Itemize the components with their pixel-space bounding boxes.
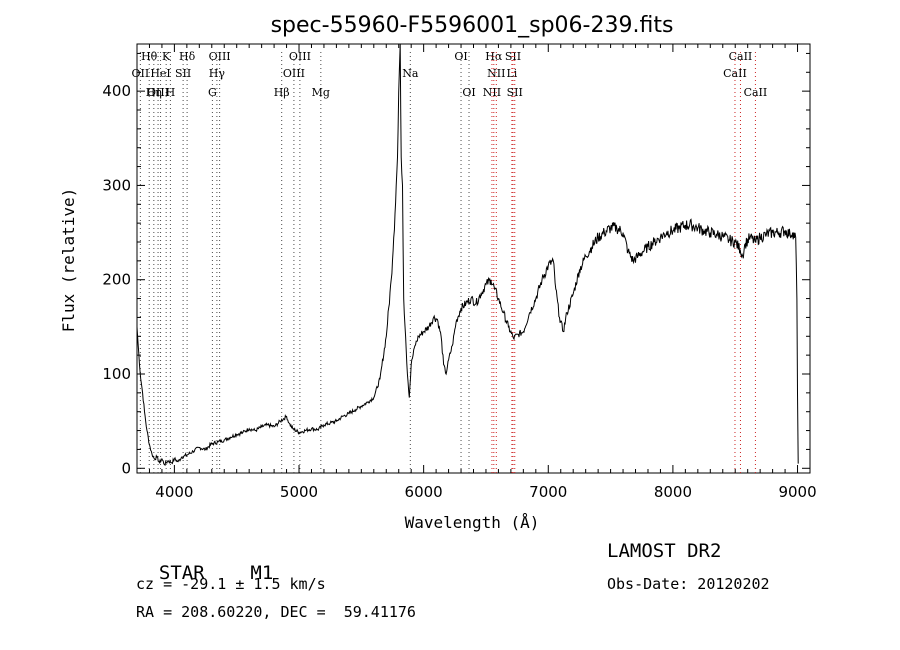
y-tick-label: 300 (102, 176, 131, 194)
redshift-label: cz = -29.1 ± 1.5 km/s (136, 575, 326, 593)
spectral-red-line-label: Li (506, 67, 517, 80)
spectral-red-line-label: CaII (723, 67, 747, 80)
y-tick-label: 200 (102, 271, 131, 289)
spectral-line-label: HeI (150, 67, 170, 80)
x-axis-label: Wavelength (Å) (405, 513, 540, 532)
x-tick-label: 7000 (529, 483, 567, 501)
spectral-red-line-label: SII (505, 50, 521, 63)
spectral-red-line-label: CaII (744, 86, 768, 99)
spectral-line-label: Na (402, 67, 419, 80)
spectral-line-label: Hδ (179, 50, 196, 63)
spectral-line-label: K (162, 50, 171, 63)
x-tick-label: 6000 (405, 483, 443, 501)
spectrum-series-line (137, 44, 799, 467)
chart-title: spec-55960-F5596001_sp06-239.fits (271, 13, 674, 38)
x-tick-label: 9000 (778, 483, 816, 501)
spectral-line-label: OI (462, 86, 475, 99)
y-tick-label: 100 (102, 365, 131, 383)
object-class: STAR M1 (136, 540, 273, 584)
x-tick-label: 5000 (280, 483, 318, 501)
spectral-line-label: Hβ (274, 86, 290, 99)
spectral-line-label: Mg (312, 86, 330, 99)
plot-frame (136, 43, 811, 474)
spectral-line-label: Hθ (141, 50, 158, 63)
spectral-line-label: OIII (283, 67, 305, 80)
spectral-line-label: OIII (147, 86, 169, 99)
obs-date-label: Obs-Date: 20120202 (607, 575, 770, 593)
y-axis-label: Flux (relative) (59, 188, 78, 333)
spectral-red-line-label: NII (483, 86, 501, 99)
spectral-line-label: H (166, 86, 176, 99)
spectral-line-label: OI (454, 50, 467, 63)
subclass-label: M1 (250, 562, 274, 584)
spectral-line-label: Hη (146, 86, 162, 99)
spectral-line-label: OII (132, 67, 150, 80)
x-tick-label: 8000 (654, 483, 692, 501)
y-tick-label: 400 (102, 82, 131, 100)
spectral-red-line-label: Hα (485, 50, 503, 63)
survey-label: LAMOST DR2 (607, 540, 722, 562)
class-label: STAR (158, 562, 205, 584)
spectral-line-label: OIII (289, 50, 311, 63)
spectral-line-label: Hγ (209, 67, 226, 80)
spectral-line-label: SII (175, 67, 191, 80)
spectral-red-line-label: NII (487, 67, 505, 80)
x-tick-label: 4000 (155, 483, 193, 501)
spectral-red-line-label: CaII (729, 50, 753, 63)
spectral-red-line-label: SII (507, 86, 523, 99)
y-tick-label: 0 (121, 459, 131, 477)
spectral-line-label: G (208, 86, 217, 99)
spectral-line-label: OIII (209, 50, 231, 63)
coordinates-label: RA = 208.60220, DEC = 59.41176 (136, 603, 416, 621)
